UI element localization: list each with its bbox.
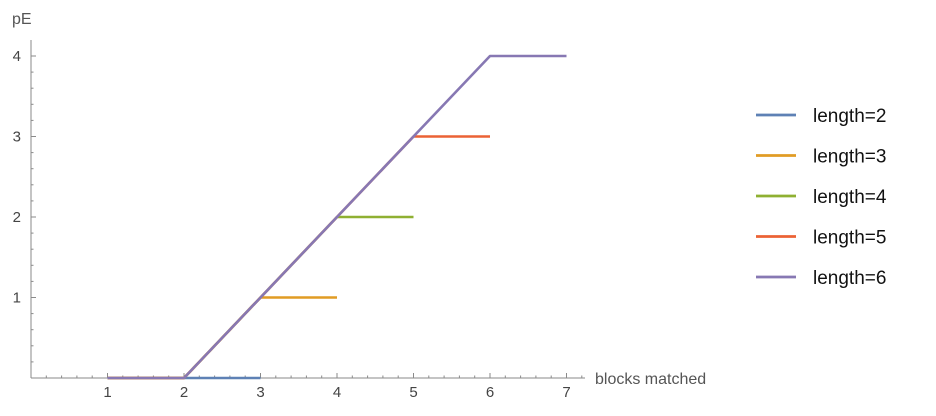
axes: 1 2 3 4 5 6 7 1 2 3 4 xyxy=(13,40,585,401)
x-tick-label: 5 xyxy=(409,384,417,401)
legend-label-2: length=3 xyxy=(813,147,886,168)
legend-label-5: length=6 xyxy=(813,268,886,289)
x-tick-label: 6 xyxy=(486,384,494,401)
y-tick-label: 2 xyxy=(13,209,21,226)
legend-label-4: length=5 xyxy=(813,228,886,249)
legend-label-1: length=2 xyxy=(813,106,886,127)
x-tick-label: 4 xyxy=(333,384,341,401)
y-tick-label: 3 xyxy=(13,129,21,146)
y-axis-label: pE xyxy=(12,11,32,28)
x-tick-label: 3 xyxy=(256,384,264,401)
legend: length=2 length=3 length=4 length=5 length=6 xyxy=(756,106,887,289)
series-layer xyxy=(107,54,567,380)
series-line-5 xyxy=(107,54,567,380)
y-tick-label: 1 xyxy=(13,290,21,307)
x-tick-label: 1 xyxy=(103,384,111,401)
legend-label-3: length=4 xyxy=(813,187,887,208)
x-axis-label: blocks matched xyxy=(595,371,706,388)
y-tick-label: 4 xyxy=(13,48,21,65)
x-tick-label: 2 xyxy=(180,384,188,401)
x-tick-label: 7 xyxy=(562,384,570,401)
